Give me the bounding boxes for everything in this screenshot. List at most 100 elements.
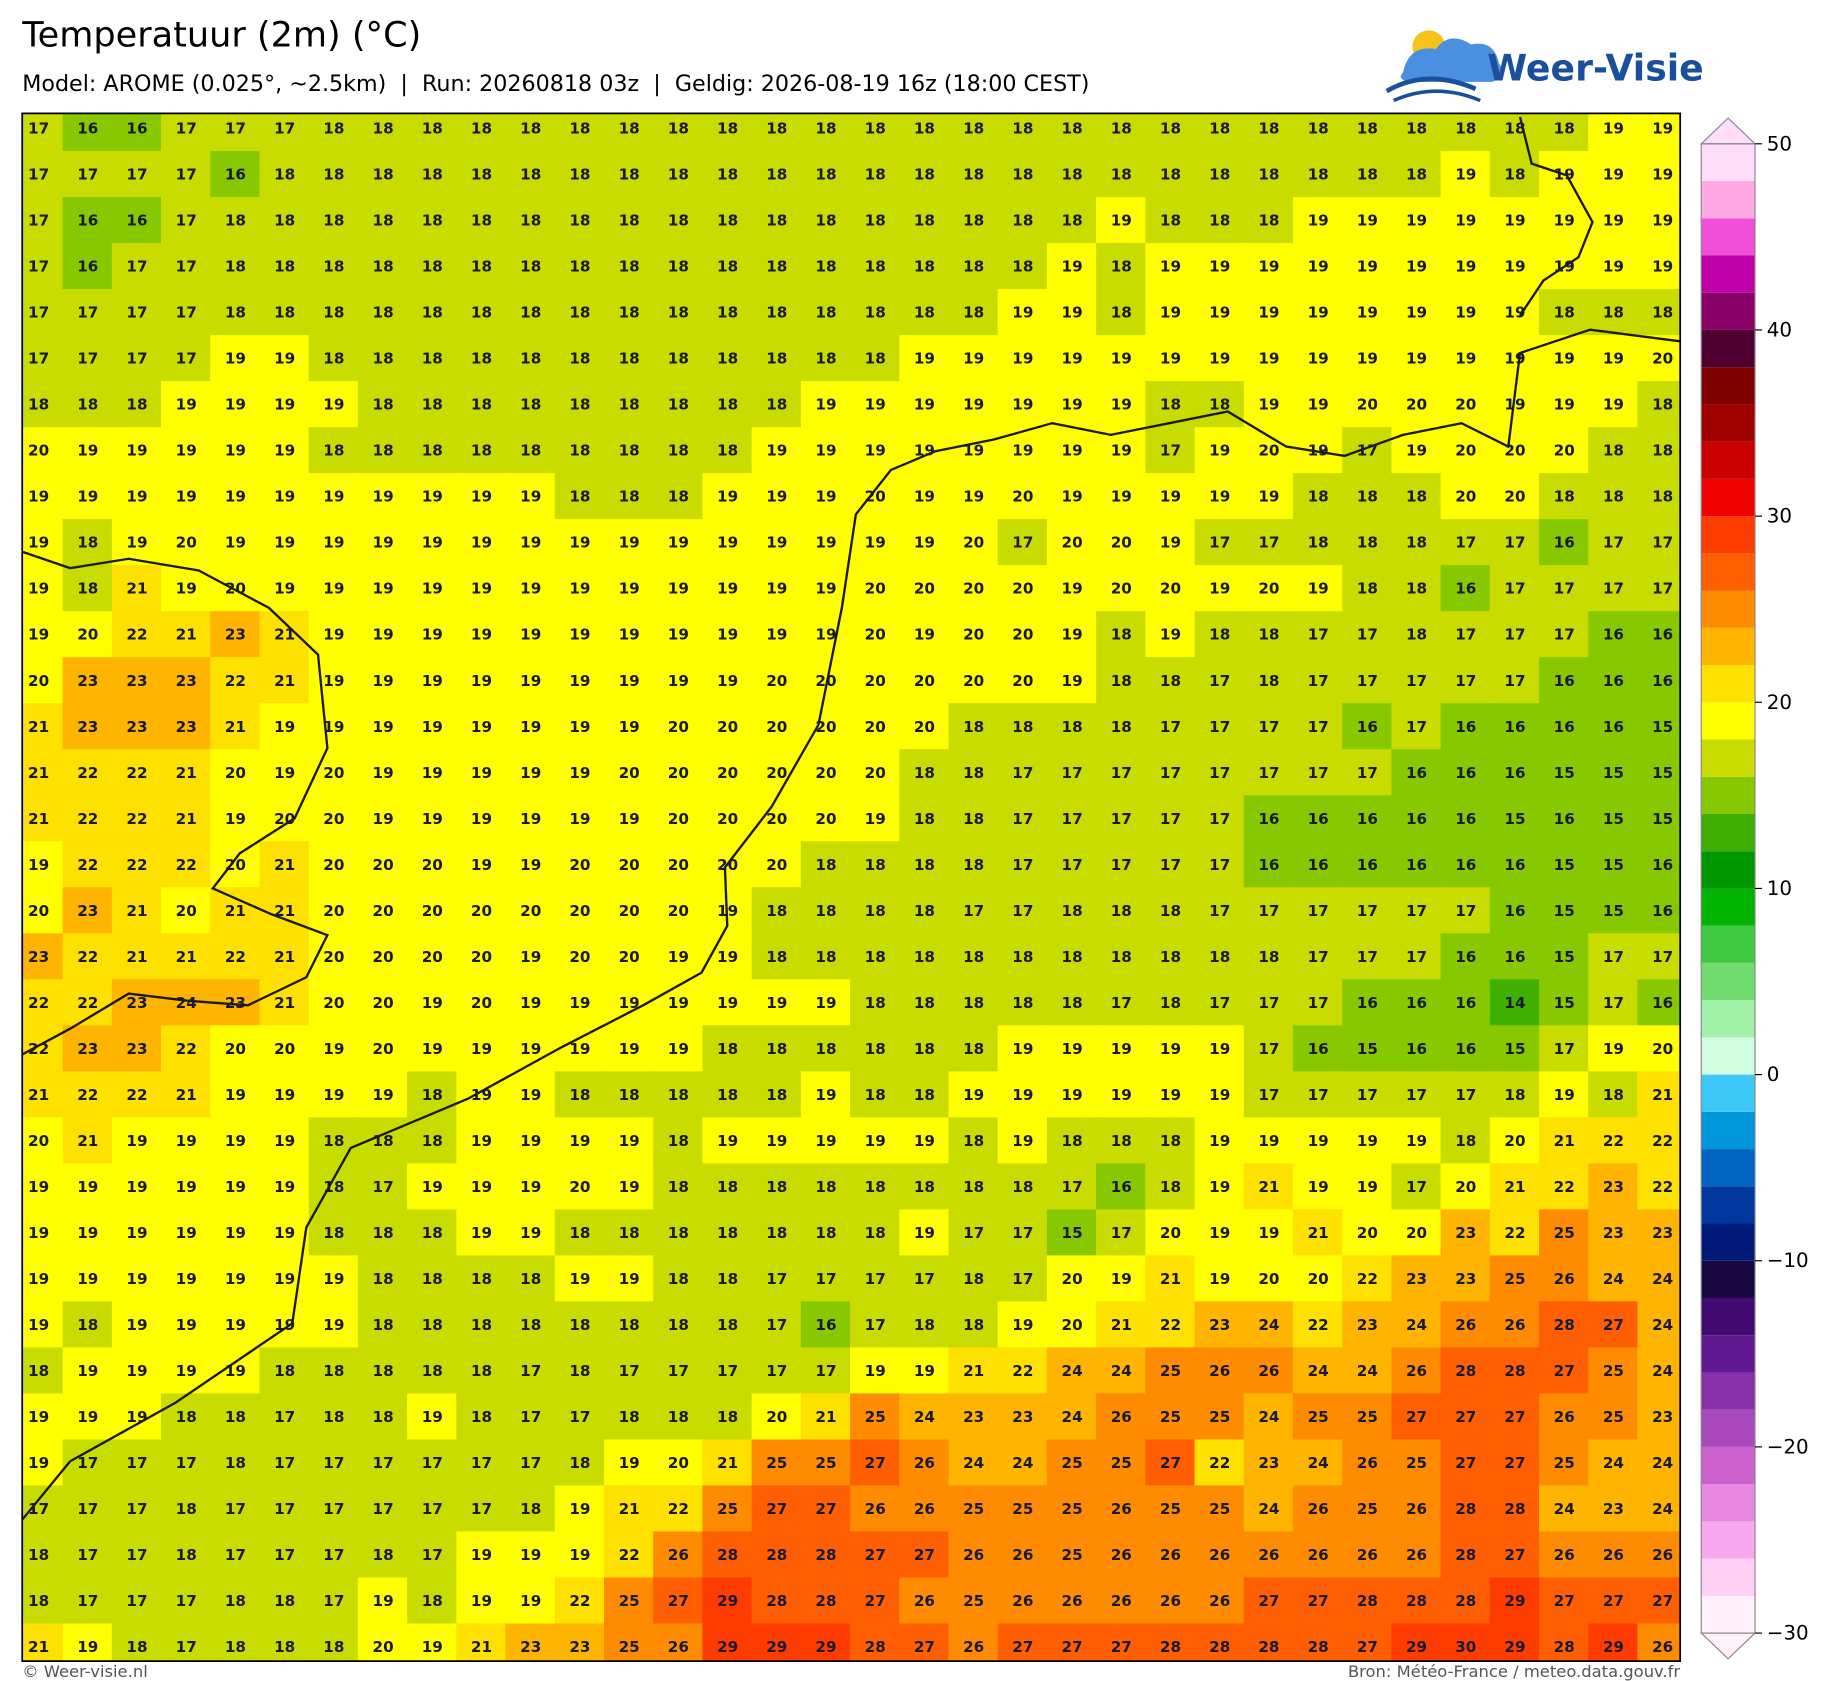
temperature-cell: [111, 1301, 163, 1349]
temperature-value: 19: [520, 1086, 541, 1104]
temperature-value: 19: [373, 764, 394, 782]
temperature-cell: [850, 611, 901, 659]
temperature-value: 16: [1111, 1178, 1132, 1196]
temperature-cell: [1391, 1117, 1442, 1165]
temperature-cell: [702, 1439, 753, 1487]
temperature-cell: [357, 841, 409, 889]
temperature-value: 25: [963, 1592, 984, 1610]
temperature-cell: [1588, 657, 1639, 705]
temperature-value: 18: [865, 994, 886, 1012]
temperature-value: 20: [471, 948, 492, 966]
temperature-value: 19: [1603, 396, 1624, 414]
temperature-cell: [259, 749, 310, 797]
temperature-value: 18: [323, 1362, 344, 1380]
temperature-cell: [850, 1025, 901, 1073]
temperature-value: 16: [126, 120, 147, 138]
colorbar-segment: [1701, 478, 1756, 517]
temperature-cell: [308, 1623, 360, 1662]
temperature-cell: [1440, 243, 1491, 291]
temperature-cell: [1243, 473, 1295, 521]
temperature-cell: [308, 1439, 360, 1487]
temperature-value: 19: [1603, 166, 1624, 184]
temperature-cell: [1046, 473, 1098, 521]
temperature-cell: [505, 795, 556, 843]
temperature-value: 17: [225, 120, 246, 138]
temperature-cell: [1194, 1071, 1245, 1119]
temperature-value: 25: [1160, 1362, 1181, 1380]
temperature-cell: [456, 1163, 507, 1211]
temperature-cell: [751, 1255, 802, 1303]
temperature-value: 19: [520, 1178, 541, 1196]
temperature-value: 19: [520, 534, 541, 552]
temperature-cell: [111, 1577, 163, 1625]
temperature-cell: [1046, 1347, 1098, 1395]
temperature-value: 19: [1652, 166, 1673, 184]
temperature-cell: [653, 151, 704, 199]
temperature-cell: [111, 197, 163, 245]
temperature-cell: [997, 335, 1049, 383]
temperature-cell: [505, 1117, 556, 1165]
temperature-value: 19: [1209, 1178, 1230, 1196]
temperature-value: 18: [914, 856, 935, 874]
temperature-value: 18: [668, 120, 689, 138]
temperature-value: 14: [1504, 994, 1525, 1012]
temperature-cell: [997, 933, 1049, 981]
temperature-cell: [751, 1531, 802, 1579]
temperature-cell: [800, 841, 852, 889]
temperature-cell: [899, 289, 950, 337]
temperature-value: 17: [126, 258, 147, 276]
temperature-value: 18: [1111, 120, 1132, 138]
temperature-value: 19: [77, 1408, 98, 1426]
temperature-cell: [554, 427, 606, 475]
temperature-cell: [161, 1301, 212, 1349]
temperature-value: 19: [126, 1132, 147, 1150]
temperature-value: 19: [1652, 120, 1673, 138]
temperature-value: 18: [1603, 1086, 1624, 1104]
temperature-cell: [111, 427, 163, 475]
temperature-value: 26: [914, 1500, 935, 1518]
temperature-cell: [357, 1025, 409, 1073]
temperature-cell: [407, 611, 458, 659]
temperature-cell: [850, 1209, 901, 1257]
logo-wave: [1385, 76, 1477, 94]
temperature-cell: [308, 979, 360, 1027]
temperature-cell: [1194, 519, 1245, 567]
temperature-cell: [161, 887, 212, 935]
temperature-cell: [1391, 979, 1442, 1027]
temperature-cell: [161, 519, 212, 567]
temperature-value: 17: [1160, 442, 1181, 460]
temperature-cell: [554, 1255, 606, 1303]
temperature-value: 18: [1406, 534, 1427, 552]
temperature-value: 20: [28, 672, 49, 690]
temperature-cell: [357, 519, 409, 567]
temperature-value: 17: [1406, 902, 1427, 920]
colorbar-segment: [1701, 1000, 1756, 1038]
temperature-cell: [456, 611, 507, 659]
temperature-cell: [505, 289, 556, 337]
temperature-cell: [800, 1623, 852, 1662]
temperature-value: 27: [1455, 1454, 1476, 1472]
temperature-cell: [899, 519, 950, 567]
temperature-value: 17: [914, 1270, 935, 1288]
temperature-cell: [1292, 151, 1344, 199]
temperature-value: 19: [766, 626, 787, 644]
temperature-cell: [948, 749, 999, 797]
temperature-cell: [505, 113, 556, 153]
temperature-cell: [161, 289, 212, 337]
temperature-value: 19: [323, 1270, 344, 1288]
temperature-value: 20: [668, 902, 689, 920]
temperature-cell: [456, 1347, 507, 1395]
temperature-value: 17: [274, 1546, 295, 1564]
temperature-cell: [554, 1485, 606, 1533]
temperature-cell: [1145, 841, 1196, 889]
temperature-value: 18: [963, 1040, 984, 1058]
temperature-cell: [161, 197, 212, 245]
temperature-cell: [1194, 381, 1245, 429]
temperature-cell: [357, 749, 409, 797]
temperature-cell: [111, 1117, 163, 1165]
temperature-value: 20: [815, 718, 836, 736]
temperature-cell: [1243, 657, 1295, 705]
temperature-value: 19: [668, 948, 689, 966]
temperature-value: 18: [126, 396, 147, 414]
temperature-cell: [161, 243, 212, 291]
